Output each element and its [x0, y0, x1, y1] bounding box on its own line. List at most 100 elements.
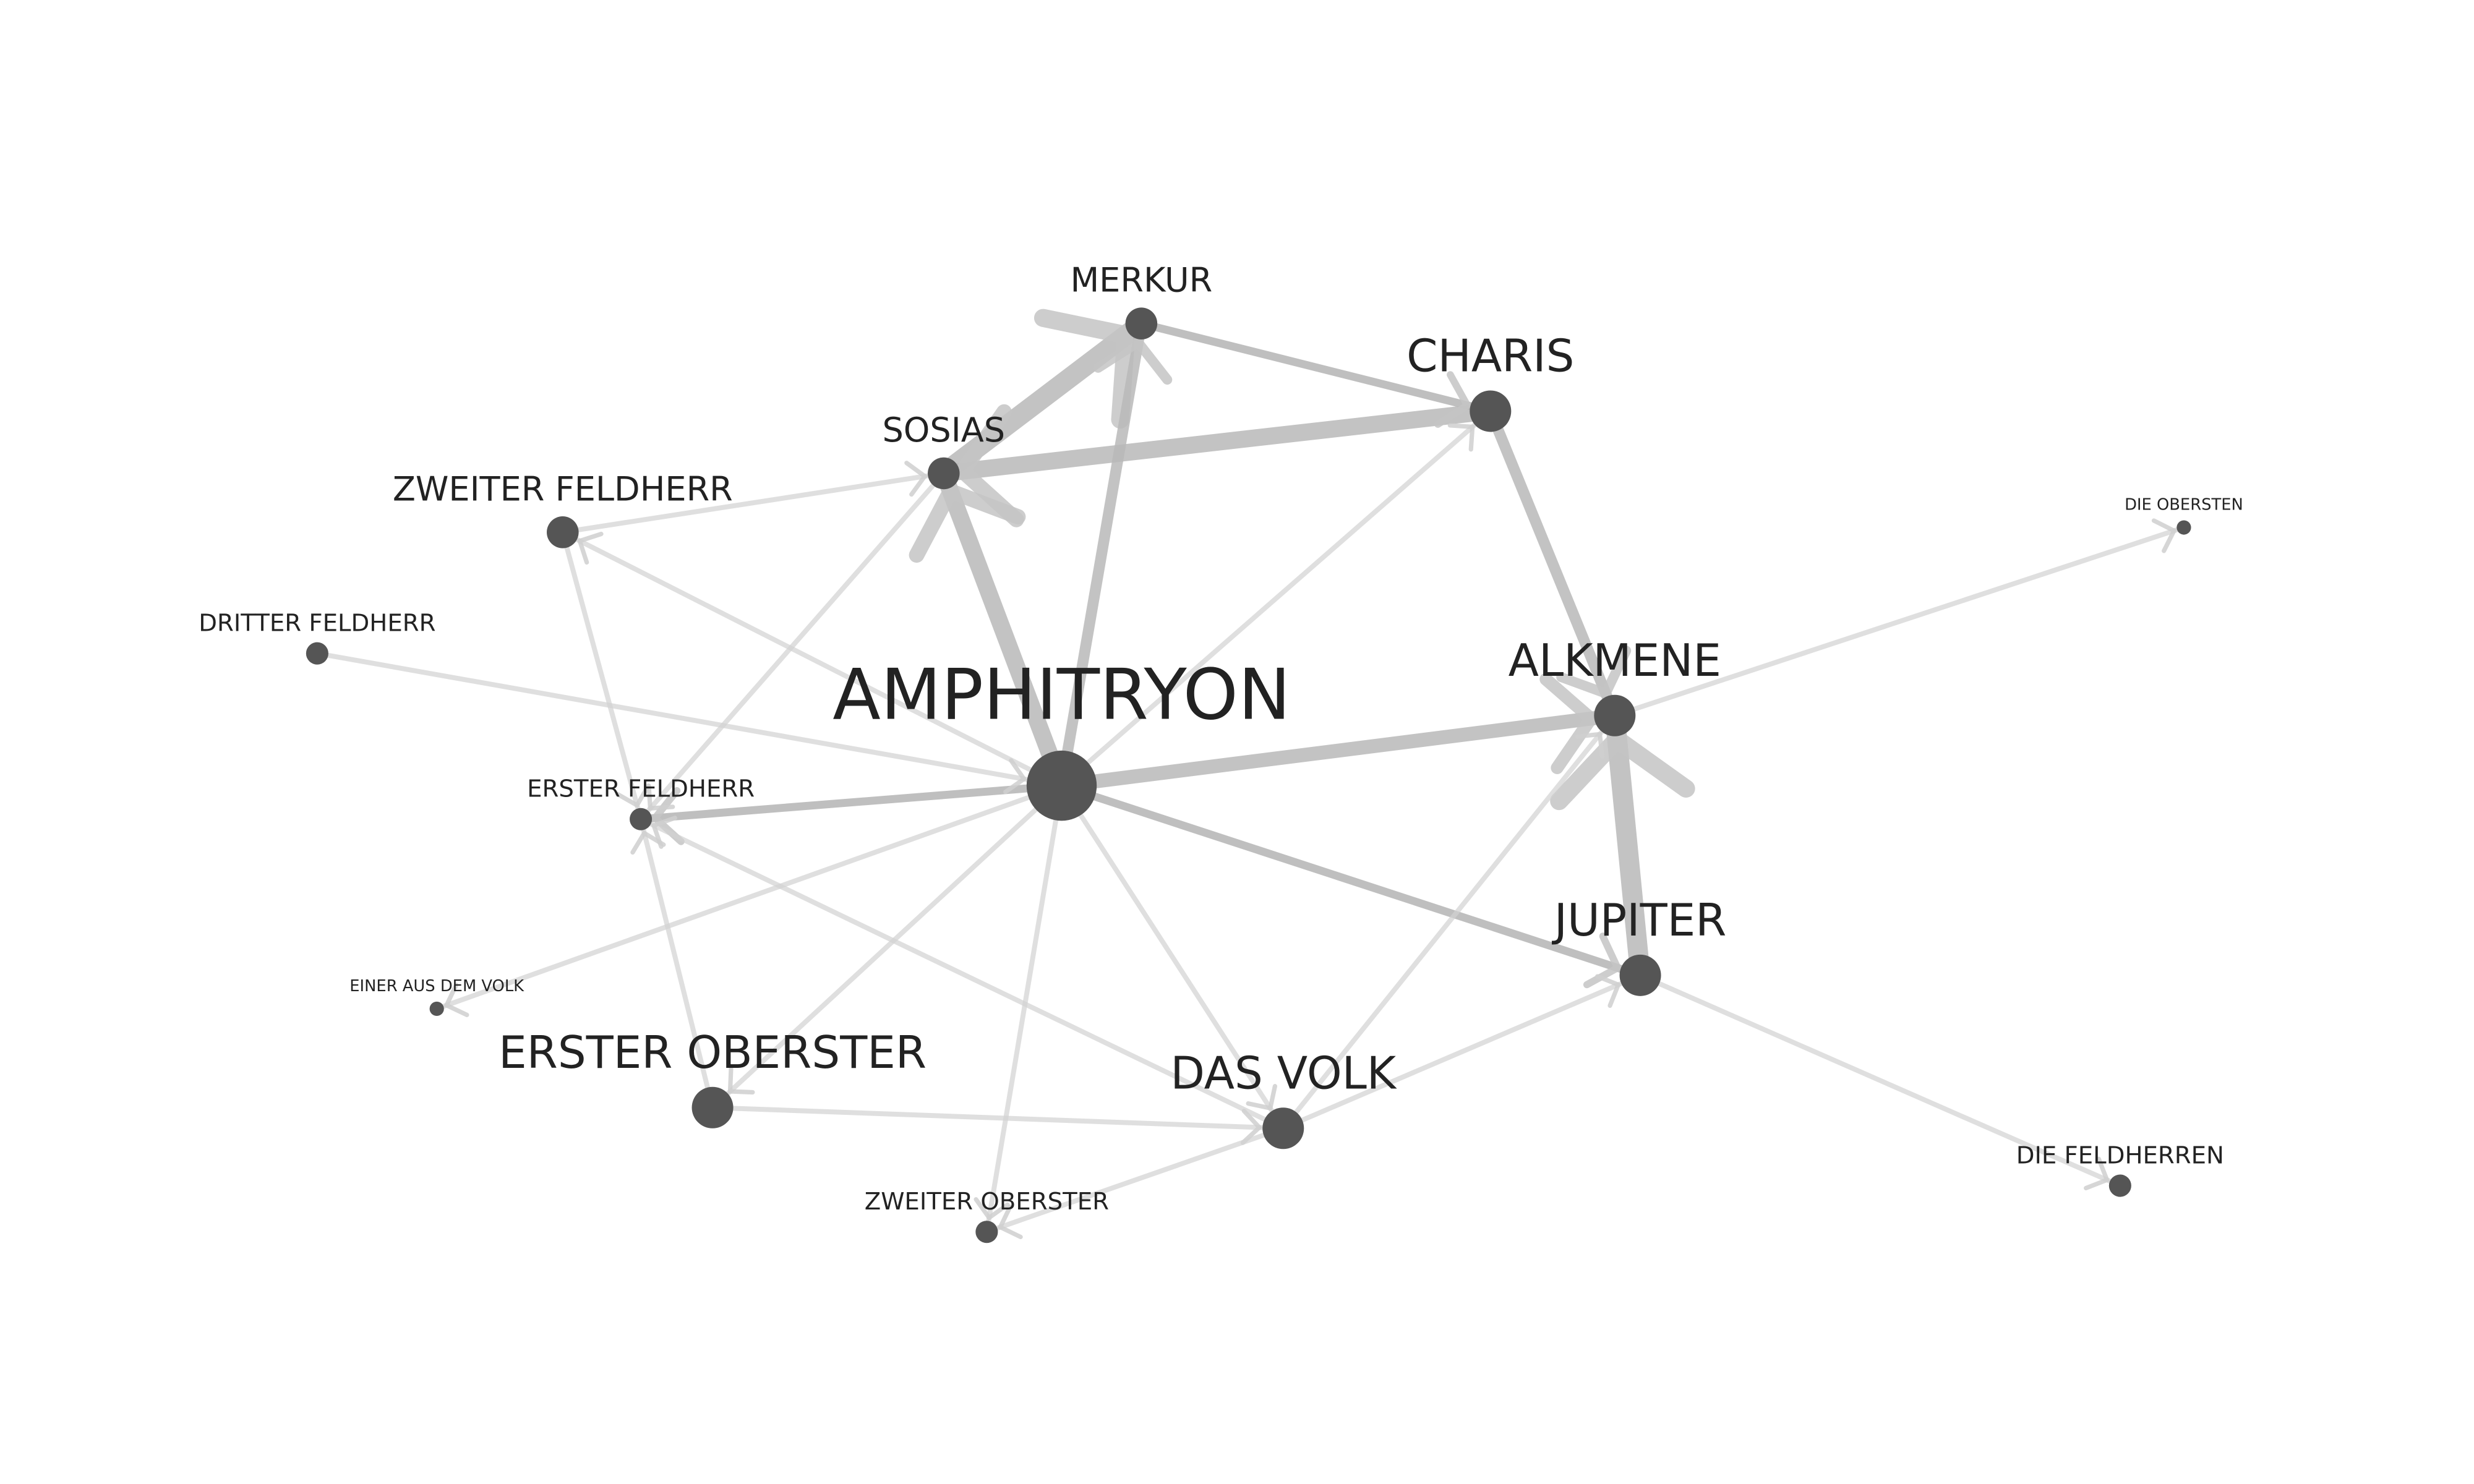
edge-line [1059, 408, 1493, 788]
edge-zweiter_feldherr-to-sosias [560, 461, 946, 535]
edge-line [1059, 783, 1286, 1131]
node-label-merkur: MERKUR [1071, 261, 1213, 300]
edge-arrowhead [904, 461, 928, 497]
node-label-dritter-feldherr: DRITTER FELDHERR [199, 610, 435, 638]
node-label-zweiter-feldherr: ZWEITER FELDHERR [393, 469, 733, 508]
node-amphitryon[interactable] [1026, 750, 1097, 821]
edge-arrowhead [1246, 1084, 1277, 1111]
edge-line [314, 650, 1064, 788]
edge-arrowhead [651, 816, 677, 849]
node-label-einer-aus-dem-volk: EINER AUS DEM VOLK [349, 977, 524, 996]
edge-arrowhead [1034, 309, 1136, 429]
edge-amphitryon-to-zweiter_oberster [974, 783, 1064, 1235]
edge-arrowhead [727, 1067, 755, 1095]
node-die-feldherren[interactable] [2108, 1174, 2131, 1197]
edge-dritter_feldherr-to-amphitryon [314, 650, 1064, 795]
edge-arrowhead [1240, 1109, 1263, 1145]
node-zweiter-feldherr[interactable] [547, 516, 579, 548]
edge-line [1280, 713, 1617, 1131]
edge-arrowhead [1447, 423, 1475, 452]
node-alkmene[interactable] [1594, 694, 1636, 736]
node-charis[interactable] [1470, 390, 1512, 432]
node-dritter-feldherr[interactable] [306, 642, 328, 665]
edge-arrowhead [952, 404, 1024, 527]
node-label-erster-oberster: ERSTER OBERSTER [499, 1027, 927, 1079]
edge-arrowhead [974, 1197, 1010, 1221]
edge-arrowhead [615, 783, 651, 809]
edge-line [935, 464, 1071, 795]
node-die-obersten[interactable] [2177, 520, 2191, 535]
edge-arrowhead [1556, 646, 1632, 700]
edge-das_volk-to-alkmene [1280, 713, 1617, 1131]
edge-jupiter-to-die_feldherren [1638, 973, 2123, 1191]
edge-line [1280, 973, 1643, 1131]
edge-line [560, 529, 1064, 788]
edge-arrowhead [1539, 673, 1600, 774]
edge-arrowhead [2084, 1156, 2110, 1191]
edge-line [638, 816, 716, 1111]
edges-layer [314, 309, 2186, 1240]
edge-arrowhead [1583, 932, 1622, 989]
edge-line [984, 1125, 1286, 1235]
edge-merkur-to-charis [1137, 319, 1495, 428]
node-label-erster-feldherr: ERSTER FELDHERR [527, 775, 755, 803]
node-label-die-obersten: DIE OBERSTEN [2125, 496, 2243, 514]
node-einer-aus-dem-volk[interactable] [429, 1001, 444, 1017]
node-label-zweiter-oberster: ZWEITER OBERSTER [865, 1188, 1109, 1216]
edge-line [1612, 525, 2186, 719]
edge-line [560, 529, 644, 822]
edge-line [935, 403, 1499, 482]
node-das-volk[interactable] [1262, 1107, 1304, 1149]
edge-amphitryon-to-merkur [1056, 318, 1173, 791]
edge-line [638, 816, 1286, 1131]
edge-das_volk-to-zweiter_oberster [984, 1125, 1286, 1240]
edge-line [1484, 406, 1620, 722]
node-merkur[interactable] [1125, 307, 1158, 339]
edge-line [984, 783, 1064, 1235]
edge-line [560, 471, 946, 535]
edge-charis-to-sosias [935, 403, 1499, 527]
edge-zweiter_feldherr-to-erster_feldherr [560, 529, 651, 822]
edge-amphitryon-to-alkmene [1055, 673, 1622, 793]
node-label-amphitryon: AMPHITRYON [833, 654, 1290, 735]
nodes-layer [306, 307, 2191, 1243]
edge-amphitryon-to-das_volk [1059, 783, 1286, 1131]
edge-line [434, 783, 1064, 1012]
node-zweiter-oberster[interactable] [975, 1221, 998, 1243]
edge-amphitryon-to-charis [1059, 408, 1493, 788]
edge-erster_oberster-to-das_volk [710, 1105, 1286, 1145]
edge-amphitryon-to-sosias [909, 464, 1071, 795]
edge-arrowhead [1550, 727, 1695, 811]
edge-line [710, 1105, 1286, 1131]
node-label-jupiter: JUPITER [1552, 895, 1727, 947]
node-label-charis: CHARIS [1406, 331, 1574, 383]
edge-line [1604, 705, 1651, 986]
edge-arrowhead [2151, 518, 2177, 553]
node-erster-feldherr[interactable] [630, 808, 653, 830]
labels-layer: AMPHITRYON CHARIS MERKUR SOSIAS ZWEITER FELD… [199, 261, 2243, 1216]
edge-line [710, 783, 1064, 1111]
node-erster-oberster[interactable] [691, 1086, 734, 1128]
edge-line [636, 782, 1066, 824]
edge-charis-to-alkmene [1484, 406, 1632, 722]
edge-line [1058, 782, 1645, 979]
node-label-die-feldherren: DIE FELDHERREN [2016, 1141, 2224, 1169]
edge-arrowhead [576, 531, 604, 565]
edge-alkmene-to-die_obersten [1612, 518, 2186, 719]
node-label-alkmene: ALKMENE [1509, 635, 1721, 687]
node-label-das-volk: DAS VOLK [1170, 1047, 1397, 1099]
edge-line [1056, 318, 1147, 791]
node-jupiter[interactable] [1619, 954, 1661, 996]
node-sosias[interactable] [928, 457, 960, 490]
edge-line [1055, 708, 1622, 793]
edge-sosias-to-erster_feldherr [638, 471, 946, 822]
edge-line [1137, 319, 1495, 416]
node-label-sosias: SOSIAS [882, 411, 1005, 450]
edge-arrowhead [1093, 336, 1173, 385]
edge-amphitryon-to-zweiter_feldherr [560, 529, 1064, 788]
edge-arrowhead [1595, 974, 1622, 1008]
edge-arrowhead [1434, 371, 1473, 428]
edge-amphitryon-to-einer_aus_dem_volk [434, 783, 1064, 1018]
edge-line [638, 471, 946, 822]
edge-arrowhead [1003, 758, 1027, 795]
